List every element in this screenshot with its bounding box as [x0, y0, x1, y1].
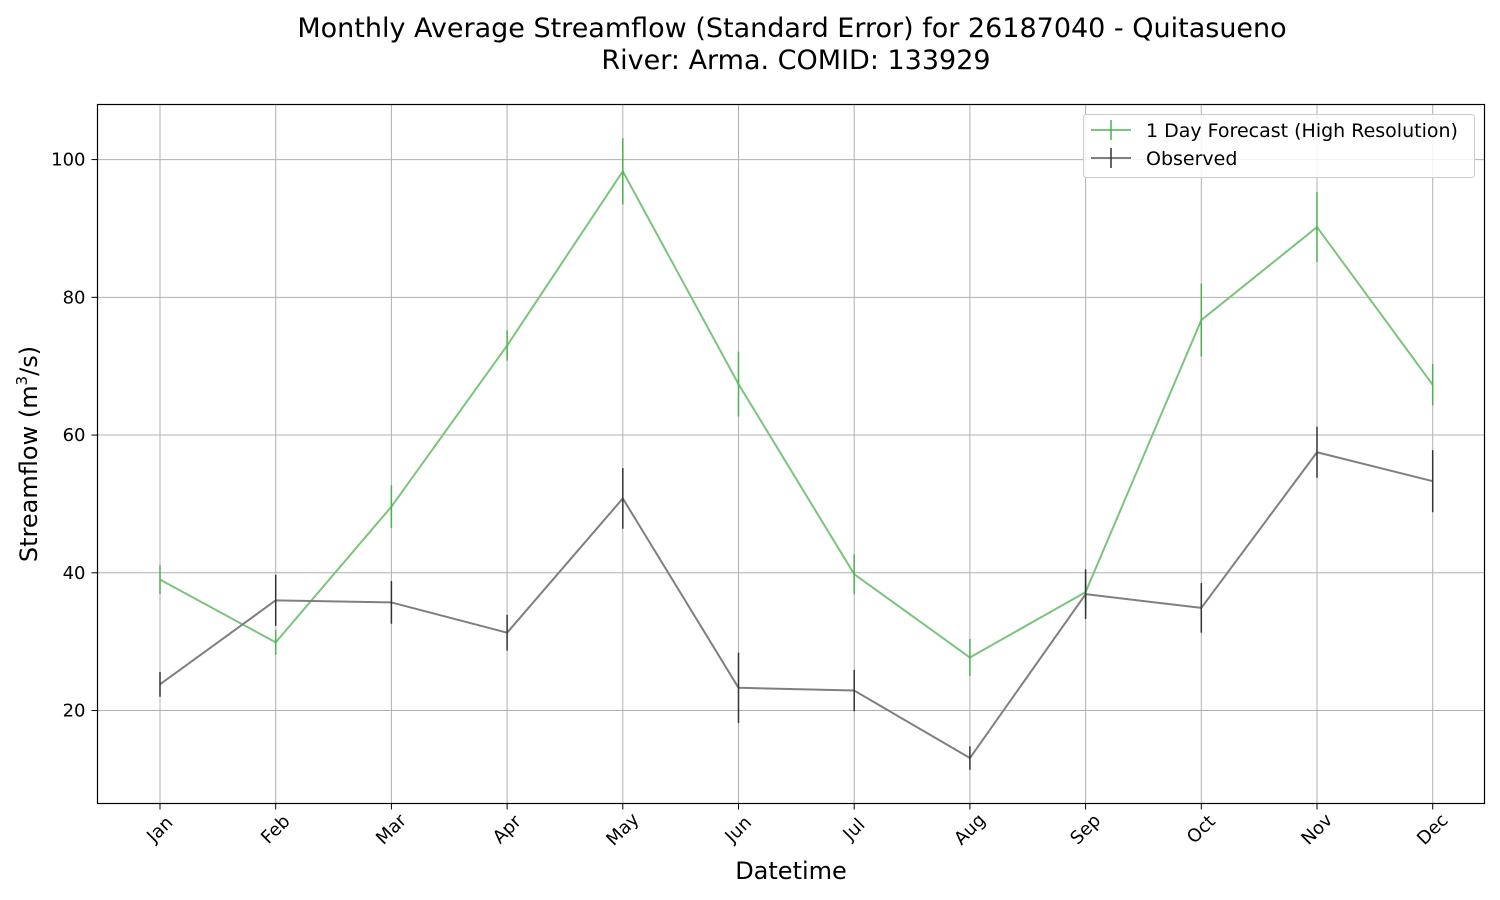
legend-box: [1083, 114, 1475, 178]
plot-frame: [96, 103, 1486, 805]
chart-title-line2: River: Arma. COMID: 133929: [601, 45, 990, 76]
y-axis-label: Streamflow (m3/s): [13, 346, 43, 562]
series-1: [159, 426, 1434, 770]
x-tick-label: Apr: [489, 811, 526, 848]
x-axis-ticks: Jan Feb Mar Apr May Jun Jul Aug Sep Oct Nov Dec: [142, 803, 1453, 850]
grid: [97, 104, 1485, 804]
x-tick-label: Dec: [1413, 810, 1452, 849]
series-layer: [159, 138, 1434, 770]
x-tick-label: Jan: [142, 812, 177, 847]
y-tick-label: 20: [63, 701, 86, 722]
x-tick-label: Jul: [839, 815, 870, 846]
y-tick-label: 60: [63, 425, 86, 446]
y-axis-ticks: 20 40 60 80 100: [51, 150, 98, 722]
x-tick-label: Feb: [257, 811, 294, 848]
y-axis-label-tail: /s): [15, 346, 43, 376]
legend-observed-label: Observed: [1146, 148, 1237, 170]
y-tick-label: 80: [63, 287, 86, 308]
x-tick-label: Nov: [1297, 810, 1337, 850]
y-axis-label-superscript: 3: [13, 376, 31, 386]
series-line: [159, 451, 1433, 760]
series-line: [159, 170, 1434, 659]
legend: 1 Day Forecast (High Resolution) Observe…: [1083, 114, 1475, 178]
x-tick-label: May: [602, 809, 643, 850]
series-0: [159, 138, 1434, 677]
y-axis-label-main: Streamflow (m: [15, 385, 43, 562]
x-tick-label: Aug: [950, 810, 990, 850]
y-tick-label: 40: [63, 563, 86, 584]
legend-forecast-label: 1 Day Forecast (High Resolution): [1146, 120, 1458, 142]
x-axis-label: Datetime: [735, 857, 847, 885]
x-tick-label: Sep: [1066, 810, 1105, 849]
x-tick-label: Oct: [1183, 811, 1220, 848]
x-tick-label: Mar: [372, 810, 411, 849]
x-tick-label: Jun: [721, 812, 756, 847]
y-tick-label: 100: [51, 150, 85, 171]
chart-title-line1: Monthly Average Streamflow (Standard Err…: [297, 13, 1286, 44]
